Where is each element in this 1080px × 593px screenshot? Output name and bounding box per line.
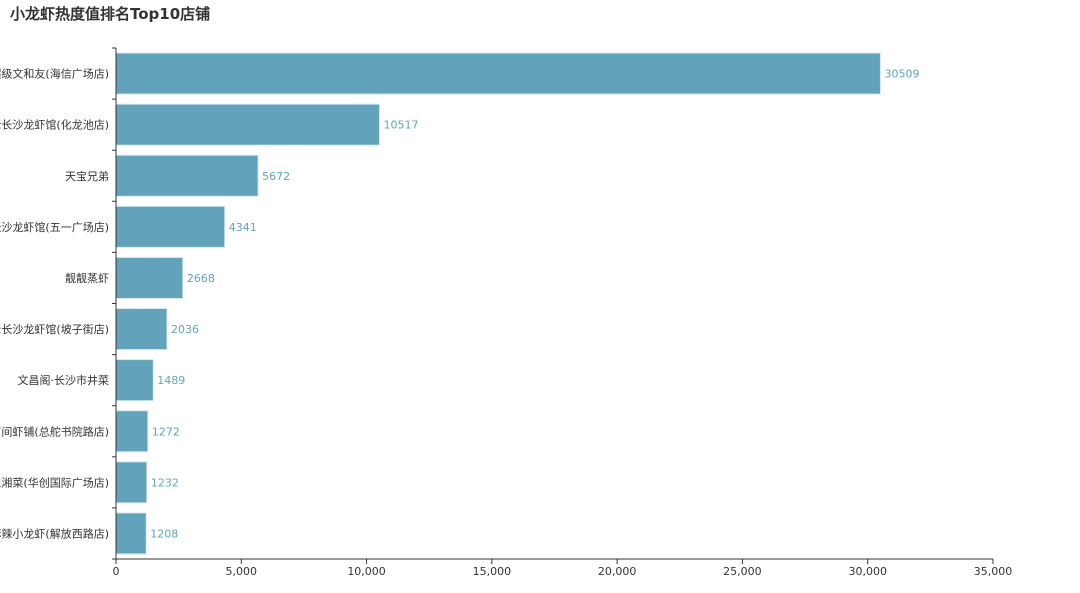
category-label: 长沙龙虾馆(五一广场店) xyxy=(0,220,109,234)
value-label: 2036 xyxy=(171,323,199,336)
value-label: 5672 xyxy=(262,170,290,183)
bar xyxy=(115,52,881,95)
category-label: 有间虾铺(总舵书院路店) xyxy=(0,424,109,438)
category-label: 老长沙龙虾馆(化龙池店) xyxy=(0,118,109,132)
x-tick-label: 25,000 xyxy=(723,565,762,578)
value-label: 2668 xyxy=(187,272,215,285)
category-label: 麻辣小龙虾(解放西路店) xyxy=(0,526,109,540)
value-label: 1489 xyxy=(157,374,185,387)
category-label: 天宝兄弟 xyxy=(65,169,109,183)
value-label: 1208 xyxy=(150,527,178,540)
bar xyxy=(115,103,381,146)
bar xyxy=(115,359,154,402)
category-label: 靓靓蒸虾 xyxy=(65,271,109,285)
value-label: 1272 xyxy=(152,425,180,438)
bar xyxy=(115,154,259,197)
category-label: 超级文和友(海信广场店) xyxy=(0,67,109,81)
x-tick-label: 35,000 xyxy=(974,565,1013,578)
x-tick-label: 5,000 xyxy=(226,565,258,578)
x-tick-label: 20,000 xyxy=(598,565,637,578)
value-label: 1232 xyxy=(151,476,179,489)
bar xyxy=(115,461,148,504)
category-label: 老长沙龙虾馆(坡子街店) xyxy=(0,322,109,336)
x-tick-label: 15,000 xyxy=(473,565,512,578)
bar xyxy=(115,308,168,351)
x-tick-label: 30,000 xyxy=(848,565,887,578)
bar xyxy=(115,410,149,453)
value-label: 10517 xyxy=(384,119,419,132)
category-label: 担湘菜(华创国际广场店) xyxy=(0,475,109,489)
bar xyxy=(115,205,226,248)
value-label: 30509 xyxy=(884,68,919,81)
bar xyxy=(115,256,184,299)
x-tick-label: 0 xyxy=(113,565,120,578)
value-label: 4341 xyxy=(229,221,257,234)
bar xyxy=(115,512,147,555)
x-tick-label: 10,000 xyxy=(347,565,386,578)
chart-title: 小龙虾热度值排名Top10店铺 xyxy=(10,5,211,23)
category-label: 文昌阁·长沙市井菜 xyxy=(18,373,110,387)
